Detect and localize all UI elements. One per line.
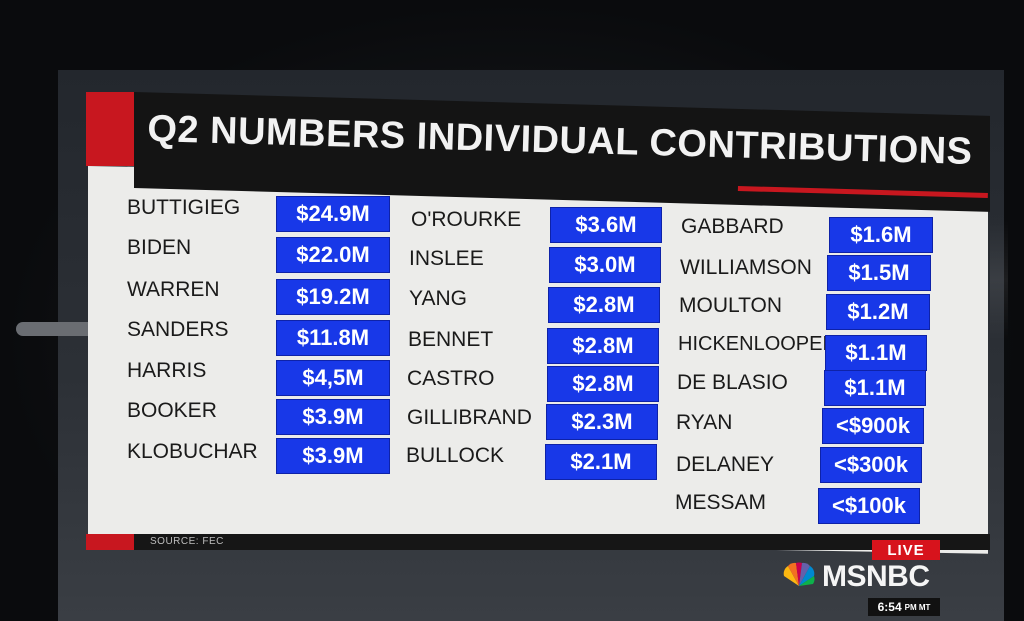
source-label: SOURCE: FEC [150,536,224,547]
peacock-icon [780,561,818,593]
candidate-name: GILLIBRAND [407,406,532,429]
amount-box: $2.3M [546,404,658,440]
candidate-name: INSLEE [409,247,484,270]
candidate-name: BIDEN [127,236,192,259]
candidate-name: DE BLASIO [677,371,788,394]
amount-box: $3.9M [276,438,390,474]
candidate-name: HARRIS [127,359,207,382]
candidate-name: SANDERS [127,318,229,341]
live-badge: LIVE [872,540,940,560]
amount-box: $4,5M [276,360,390,396]
amount-box: $2.1M [545,444,657,480]
amount-box: $3.6M [550,207,662,243]
source-red-block [86,534,134,550]
amount-box: $19.2M [276,279,390,315]
candidate-name: HICKENLOOPER [678,333,837,355]
amount-box: $1.1M [825,335,927,371]
candidate-name: WARREN [127,278,220,301]
candidate-name: BOOKER [127,399,217,422]
amount-box: $2.8M [548,287,660,323]
candidate-name: WILLIAMSON [680,256,812,279]
clock-time: 6:54 [877,600,902,614]
candidate-name: BENNET [408,328,494,351]
amount-box: <$100k [818,488,920,524]
source-bar [86,534,990,550]
candidate-name: MOULTON [679,294,783,317]
amount-box: <$900k [822,408,924,444]
candidate-name: GABBARD [681,215,784,238]
amount-box: $22.0M [276,237,390,273]
amount-box: $1.2M [826,294,930,330]
amount-box: <$300k [820,447,922,483]
amount-box: $3.9M [276,399,390,435]
amount-box: $11.8M [276,320,390,356]
amount-box: $3.0M [549,247,661,283]
candidate-name: DELANEY [676,453,775,476]
amount-box: $1.1M [824,370,926,406]
title-red-block [86,92,134,166]
amount-box: $2.8M [547,328,659,364]
amount-box: $1.6M [829,217,933,253]
candidate-name: CASTRO [407,367,495,390]
clock: 6:54 PM MT [868,598,940,616]
amount-box: $2.8M [547,366,659,402]
candidate-name: BUTTIGIEG [127,196,241,219]
candidate-name: KLOBUCHAR [127,440,258,463]
candidate-name: MESSAM [675,491,767,514]
amount-box: $24.9M [276,196,390,232]
candidate-name: BULLOCK [406,444,505,467]
network-logo: MSNBC [780,560,930,594]
screen-glare [990,220,1008,340]
candidate-name: O'ROURKE [411,208,522,231]
network-name: MSNBC [822,560,930,593]
candidate-name: RYAN [676,411,733,434]
amount-box: $1.5M [827,255,931,291]
clock-zone: PM MT [904,602,931,612]
candidate-name: YANG [409,287,467,310]
